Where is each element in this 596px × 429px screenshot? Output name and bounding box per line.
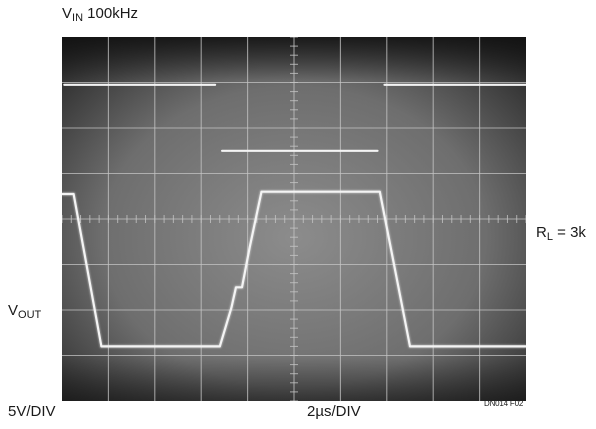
load-resistance-label: RL = 3k: [536, 224, 586, 243]
figure-id-label: DN014 F02: [484, 399, 524, 408]
vertical-scale-label: 5V/DIV: [8, 403, 56, 420]
oscilloscope-screen: [62, 37, 526, 401]
vout-trace-segment-0: [62, 190, 526, 348]
traces: [62, 82, 526, 349]
time-scale-label: 2µs/DIV: [307, 403, 361, 420]
vout-label: VOUT: [8, 302, 42, 321]
vin-label: VIN 100kHz: [62, 5, 139, 24]
